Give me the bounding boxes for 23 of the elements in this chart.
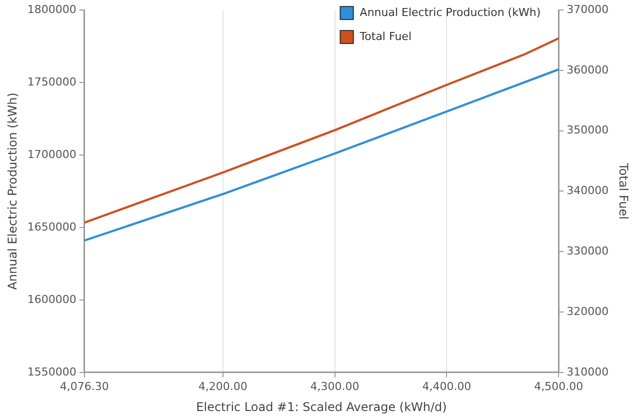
- x-tick-label: 4,200.00: [198, 380, 248, 393]
- x-tick-label: 4,500.00: [534, 380, 584, 393]
- x-tick-label: 4,300.00: [310, 380, 360, 393]
- y-tick-label: 1750000: [27, 75, 76, 88]
- y-axis-title: Annual Electric Production (kWh): [5, 92, 20, 290]
- legend-label: Total Fuel: [358, 30, 412, 43]
- y2-tick-label: 350000: [566, 124, 609, 137]
- x-axis-title: Electric Load #1: Scaled Average (kWh/d): [196, 400, 447, 414]
- y-tick-label: 1700000: [27, 148, 76, 161]
- y2-tick-label: 340000: [566, 184, 609, 198]
- y-tick-label: 1550000: [27, 365, 76, 378]
- x-tick-label: 4,076.30: [60, 380, 109, 393]
- y2-axis-title: Total Fuel: [616, 162, 631, 220]
- y2-tick-label: 360000: [566, 63, 609, 76]
- x-tick-label: 4,400.00: [422, 380, 472, 393]
- y2-tick-label: 370000: [566, 2, 609, 16]
- y2-tick-label: 310000: [566, 365, 609, 378]
- y-tick-label: 1800000: [27, 2, 76, 16]
- y2-tick-label: 320000: [566, 304, 609, 318]
- y2-tick-label: 330000: [566, 244, 609, 258]
- y-tick-label: 1600000: [27, 292, 76, 306]
- y-tick-label: 1650000: [27, 220, 76, 234]
- legend-label: Annual Electric Production (kWh): [360, 6, 541, 19]
